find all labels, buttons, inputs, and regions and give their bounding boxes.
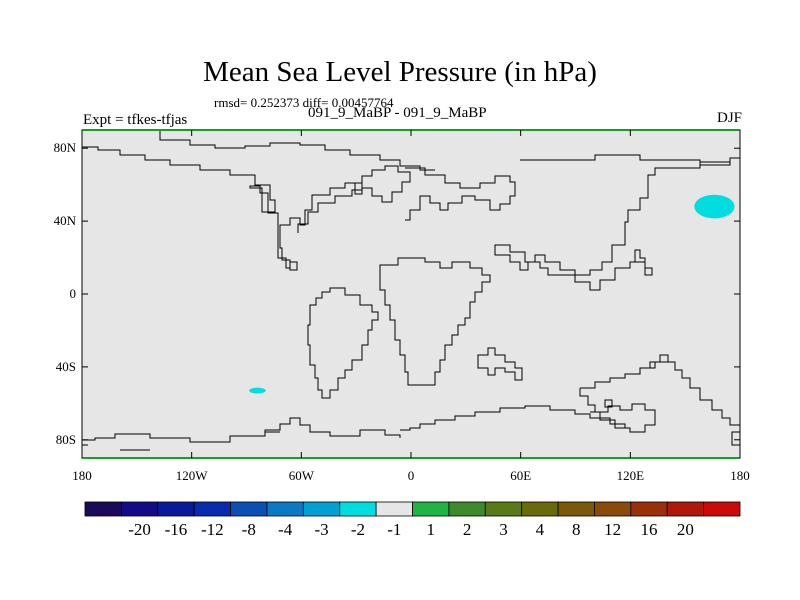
experiment-label: Expt = tfkes-tfjas <box>83 112 188 128</box>
colorbar-swatch-2 <box>157 501 195 517</box>
colorbar-label-9: 2 <box>463 520 472 539</box>
colorbar-swatch-17 <box>703 501 741 517</box>
longitude-axis: 180 120W 60W 0 60E 120E 180 <box>72 130 750 483</box>
colorbar-labels: -20 -16 -12 -8 -4 -3 -2 -1 1 2 3 4 8 12 16 20 <box>128 520 694 539</box>
colorbar-label-12: 8 <box>572 520 581 539</box>
colorbar-swatch-1 <box>120 501 159 517</box>
colorbar-swatch-13 <box>557 501 595 517</box>
lon-tick-label-2: 60W <box>289 468 315 483</box>
lon-tick-label-1: 120W <box>176 468 209 483</box>
coastline-australia <box>579 354 740 433</box>
lat-tick-label-0: 80N <box>54 140 77 155</box>
lon-tick-label-4: 60E <box>510 468 531 483</box>
chart-title: Mean Sea Level Pressure (in hPa) <box>203 56 597 88</box>
colorbar-swatch-16 <box>666 501 705 517</box>
colorbar-label-5: -3 <box>314 520 328 539</box>
colorbar-label-10: 3 <box>499 520 508 539</box>
lat-tick-label-2: 0 <box>70 286 77 301</box>
map-background <box>82 130 740 458</box>
colorbar-swatch-0 <box>84 501 122 517</box>
colorbar-label-13: 12 <box>604 520 621 539</box>
colorbar-label-0: -20 <box>128 520 151 539</box>
colorbar-label-8: 1 <box>426 520 435 539</box>
lat-tick-label-1: 40N <box>54 213 77 228</box>
colorbar-swatch-12 <box>521 501 559 517</box>
lat-tick-label-3: 40S <box>56 359 76 374</box>
colorbar-swatch-11 <box>484 501 523 517</box>
anomaly-region-0 <box>694 194 735 219</box>
anomaly-region-1 <box>249 387 266 394</box>
coastline-east-asia <box>494 161 730 291</box>
coastline-canada-arctic <box>159 130 435 171</box>
coastline-north-america <box>82 146 363 271</box>
season-label: DJF <box>716 110 742 126</box>
colorbar-swatch-10 <box>448 501 486 517</box>
anomaly-layer <box>249 194 735 394</box>
colorbar-swatch-8 <box>375 501 413 517</box>
coastline-greenland <box>354 165 411 203</box>
coastline-south-america <box>307 287 379 399</box>
colorbar-swatch-15 <box>630 501 668 517</box>
colorbar-swatch-4 <box>230 501 268 517</box>
coastline-madagascar <box>477 347 523 381</box>
comparison-label: 091_9_MaBP - 091_9_MaBP <box>308 105 487 121</box>
colorbar-label-2: -12 <box>201 520 224 539</box>
coastlines <box>81 130 741 458</box>
colorbar-label-11: 4 <box>536 520 545 539</box>
lon-tick-label-5: 120E <box>617 468 645 483</box>
stats-label: rmsd= 0.252373 diff= 0.00457764 <box>214 95 394 110</box>
colorbar-label-6: -2 <box>351 520 365 539</box>
map-panel: 180 120W 60W 0 60E 120E 180 80N 40N 0 40S 80S <box>54 129 750 483</box>
lon-tick-label-0: 180 <box>72 468 92 483</box>
coastline-africa <box>379 257 491 386</box>
colorbar-swatch-6 <box>302 501 341 517</box>
latitude-axis: 80N 40N 0 40S 80S <box>54 140 740 447</box>
colorbar-label-3: -8 <box>242 520 256 539</box>
lon-tick-label-3: 0 <box>408 468 415 483</box>
colorbar-swatch-3 <box>193 501 231 517</box>
colorbar-swatch-7 <box>339 501 377 517</box>
lat-tick-label-4: 80S <box>56 432 76 447</box>
colorbar-swatch-5 <box>266 501 304 517</box>
colorbar-label-7: -1 <box>387 520 401 539</box>
colorbar-label-15: 20 <box>677 520 694 539</box>
colorbar-label-14: 16 <box>641 520 658 539</box>
colorbar-label-1: -16 <box>165 520 188 539</box>
colorbar-swatch-14 <box>594 501 632 517</box>
lon-tick-label-6: 180 <box>730 468 750 483</box>
colorbar-swatch-9 <box>412 501 450 517</box>
colorbar-label-4: -4 <box>278 520 293 539</box>
colorbar <box>84 501 741 517</box>
